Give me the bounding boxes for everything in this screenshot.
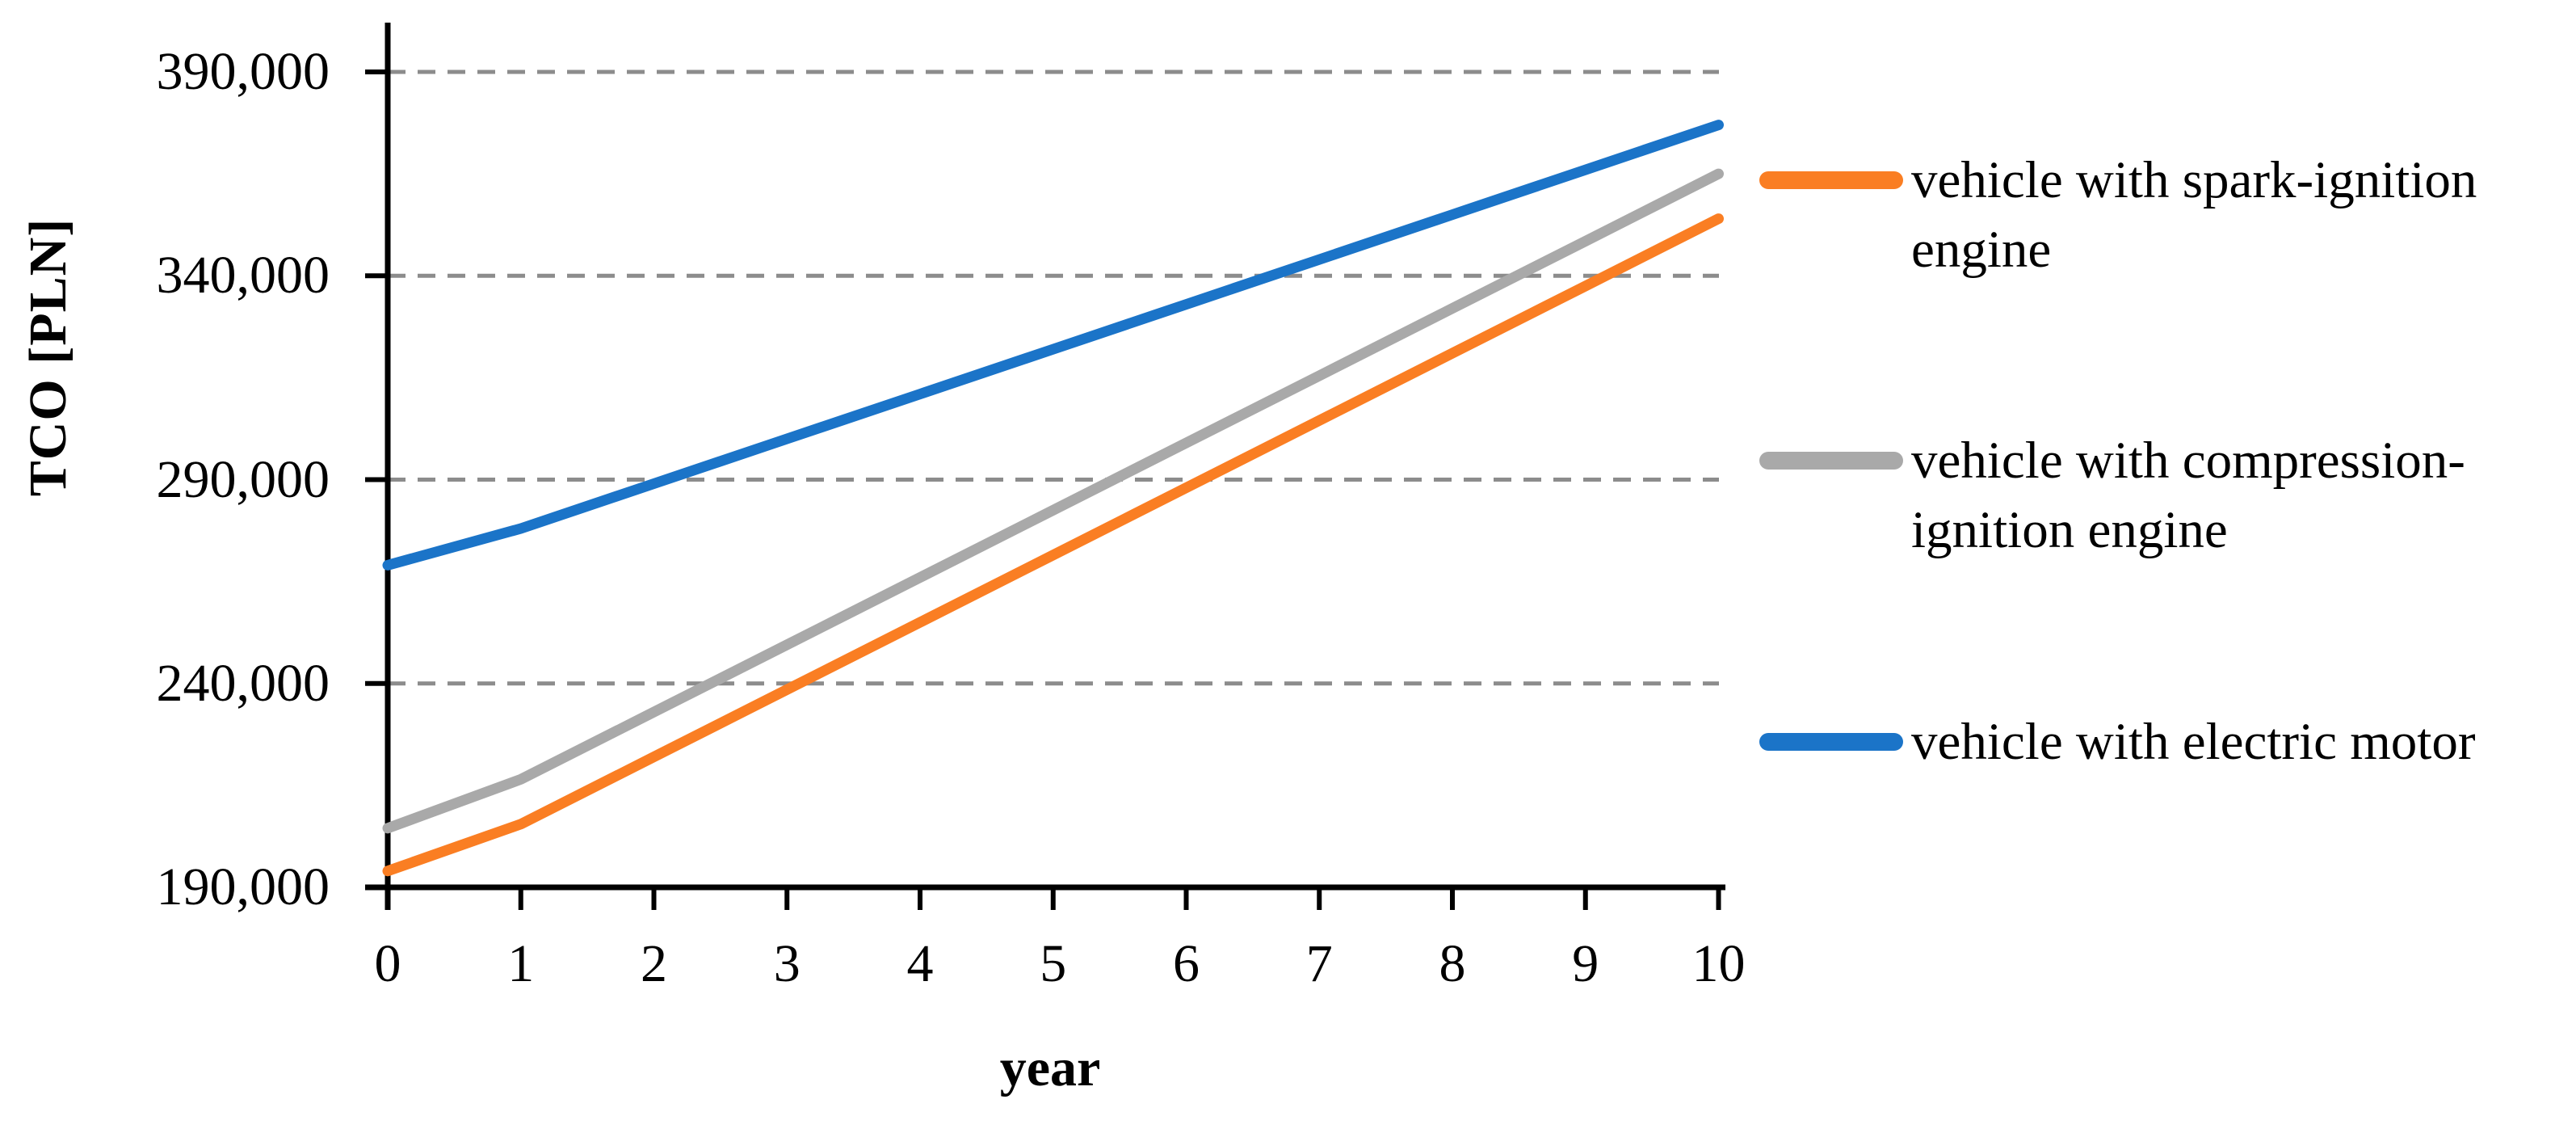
legend-label: vehicle with spark-ignition engine: [1911, 151, 2477, 279]
axes: [365, 23, 1725, 910]
x-tick-label: 4: [906, 934, 934, 993]
legend-label: vehicle with compression-ignition engine: [1911, 432, 2465, 559]
x-tick-label: 2: [641, 934, 667, 993]
x-tick-label: 10: [1691, 934, 1746, 993]
legend-item: vehicle with compression-ignition engine: [1759, 426, 2574, 565]
series-lines: [382, 120, 1724, 877]
x-tick-label: 9: [1572, 934, 1599, 993]
y-tick-label: 290,000: [156, 449, 330, 509]
y-tick-label: 240,000: [156, 653, 330, 713]
y-tick-label: 390,000: [156, 42, 330, 101]
x-axis-title: year: [999, 1038, 1101, 1097]
legend-item: vehicle with spark-ignition engine: [1759, 145, 2574, 284]
x-tick-label: 3: [773, 934, 801, 993]
x-tick-label: 6: [1173, 934, 1200, 993]
y-tick-label: 190,000: [156, 857, 330, 916]
series-line-vehicle-with-compression-ignition-engine: [382, 168, 1724, 834]
x-tick-label: 0: [374, 934, 401, 993]
y-tick-label: 340,000: [156, 246, 330, 305]
x-tick-label: 7: [1305, 934, 1333, 993]
legend-swatch: [1759, 733, 1903, 751]
legend-swatch: [1759, 171, 1903, 189]
legend-item: vehicle with electric motor: [1759, 707, 2574, 777]
series-line-vehicle-with-spark-ignition-engine: [382, 213, 1724, 877]
horizontal-gridlines: [388, 69, 1719, 686]
series-line-vehicle-with-electric-motor: [382, 120, 1724, 571]
legend-label: vehicle with electric motor: [1911, 713, 2476, 771]
x-tick-label: 1: [507, 934, 535, 993]
legend-swatch: [1759, 452, 1903, 470]
x-tick-label: 5: [1040, 934, 1067, 993]
y-axis-title: TCO [PLN]: [19, 217, 78, 497]
x-tick-label: 8: [1439, 934, 1466, 993]
